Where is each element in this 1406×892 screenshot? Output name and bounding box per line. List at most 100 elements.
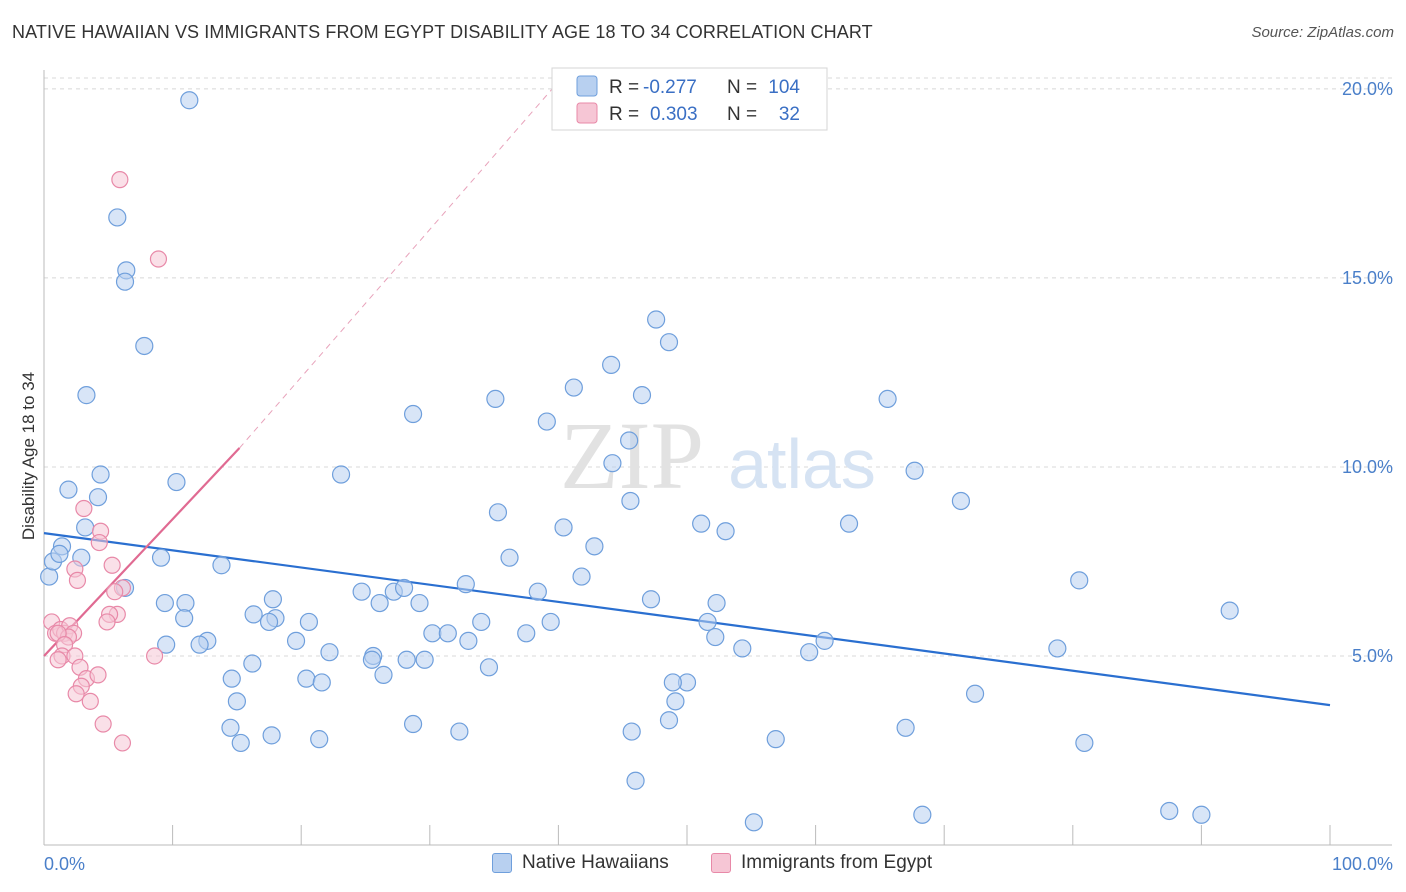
axes [43,70,1392,846]
point-native-hawaiians-62 [602,355,621,374]
y-tick-label-3: 20.0% [1342,79,1393,99]
point-native-hawaiians-50 [479,658,499,677]
point-native-hawaiians-87 [666,692,685,711]
y-tick-label-2: 15.0% [1342,268,1393,288]
point-native-hawaiians-92 [951,491,971,511]
point-native-hawaiians-60 [632,386,652,405]
point-native-hawaiians-56 [572,567,591,586]
point-native-hawaiians-82 [698,612,717,632]
legend-r-label-1: R = [609,77,639,98]
point-immigrants-egypt-12 [98,613,116,631]
legend-n-label-1: N = [727,77,757,98]
point-native-hawaiians-43 [410,593,429,613]
tick-labels: 5.0% 10.0% 15.0% 20.0% 0.0% 100.0% [44,79,1393,874]
point-immigrants-egypt-29 [67,685,85,703]
point-immigrants-egypt-2 [75,499,93,518]
point-native-hawaiians-4 [135,336,154,356]
point-native-hawaiians-79 [641,590,661,609]
point-native-hawaiians-108 [1192,805,1211,824]
point-native-hawaiians-91 [706,627,725,647]
point-native-hawaiians-10 [59,480,78,499]
point-native-hawaiians-25 [263,590,283,609]
point-native-hawaiians-64 [537,412,556,431]
point-native-hawaiians-13 [76,518,95,537]
point-native-hawaiians-23 [190,635,209,654]
trend-lines [43,69,1331,707]
point-immigrants-egypt-24 [49,651,67,669]
point-immigrants-egypt-7 [103,556,121,574]
point-native-hawaiians-51 [488,503,508,522]
point-native-hawaiians-101 [766,730,785,749]
point-native-hawaiians-40 [370,593,389,613]
point-native-hawaiians-45 [438,624,457,643]
point-native-hawaiians-83 [716,522,735,541]
point-native-hawaiians-1 [108,208,127,227]
point-native-hawaiians-24 [157,635,176,654]
point-native-hawaiians-102 [744,813,763,832]
point-native-hawaiians-28 [259,612,279,632]
point-native-hawaiians-86 [663,673,682,692]
point-immigrants-egypt-6 [68,571,87,589]
point-native-hawaiians-58 [603,454,622,473]
point-native-hawaiians-95 [878,389,897,409]
point-native-hawaiians-30 [299,612,319,632]
point-native-hawaiians-48 [472,612,491,632]
point-native-hawaiians-29 [286,631,306,650]
point-native-hawaiians-84 [733,639,752,658]
point-native-hawaiians-53 [528,582,547,601]
point-native-hawaiians-49 [500,548,519,567]
point-native-hawaiians-9 [50,544,69,564]
point-native-hawaiians-34 [243,654,262,673]
chart-source: Source: ZipAtlas.com [1251,24,1394,41]
point-native-hawaiians-66 [403,404,423,424]
point-native-hawaiians-54 [541,612,560,632]
point-native-hawaiians-47 [456,575,475,594]
point-native-hawaiians-70 [374,665,393,684]
point-native-hawaiians-68 [397,650,416,669]
point-native-hawaiians-94 [839,514,859,533]
data-points [40,91,1239,832]
point-native-hawaiians-72 [450,722,469,741]
legend-n-value-2: 32 [779,104,800,125]
point-native-hawaiians-33 [227,692,246,711]
legend-swatch-native-hawaiians [492,853,512,873]
point-native-hawaiians-39 [352,582,371,601]
y-axis-title: Disability Age 18 to 34 [19,372,38,540]
point-native-hawaiians-75 [231,733,250,753]
point-native-hawaiians-31 [331,465,351,484]
point-native-hawaiians-15 [167,472,186,492]
legend-item-native-hawaiians: Native Hawaiians [492,852,669,874]
point-native-hawaiians-89 [622,722,641,741]
y-tick-label-0: 5.0% [1352,646,1393,666]
point-native-hawaiians-52 [517,624,536,643]
legend-r-label-2: R = [609,104,639,125]
chart-title: NATIVE HAWAIIAN VS IMMIGRANTS FROM EGYPT… [12,22,873,42]
point-native-hawaiians-103 [1070,571,1089,590]
correlation-legend: R = -0.277 N = 104 R = 0.303 N = 32 [551,67,828,131]
point-native-hawaiians-81 [707,593,726,613]
legend-swatch-pink [576,102,598,124]
point-native-hawaiians-107 [913,805,932,824]
point-native-hawaiians-44 [423,624,442,643]
point-native-hawaiians-93 [905,461,924,480]
point-native-hawaiians-90 [626,771,645,790]
legend-r-value-2: 0.303 [650,104,698,125]
legend-swatch-immigrants-egypt [711,853,731,873]
point-native-hawaiians-104 [1075,733,1094,753]
point-native-hawaiians-37 [312,673,331,692]
point-immigrants-egypt-32 [145,647,164,665]
point-native-hawaiians-76 [221,718,240,737]
point-native-hawaiians-59 [620,431,639,450]
point-native-hawaiians-21 [212,556,231,575]
point-immigrants-egypt-0 [111,171,129,189]
point-native-hawaiians-78 [621,491,640,511]
point-native-hawaiians-35 [320,643,339,662]
legend-label-native-hawaiians: Native Hawaiians [522,852,669,873]
point-native-hawaiians-3 [115,272,135,291]
point-native-hawaiians-26 [244,605,263,624]
trend-line-egypt-extension [239,69,570,449]
point-native-hawaiians-69 [362,650,382,669]
point-native-hawaiians-18 [155,593,174,613]
legend-n-value-1: 104 [768,77,800,98]
point-immigrants-egypt-27 [89,666,107,684]
